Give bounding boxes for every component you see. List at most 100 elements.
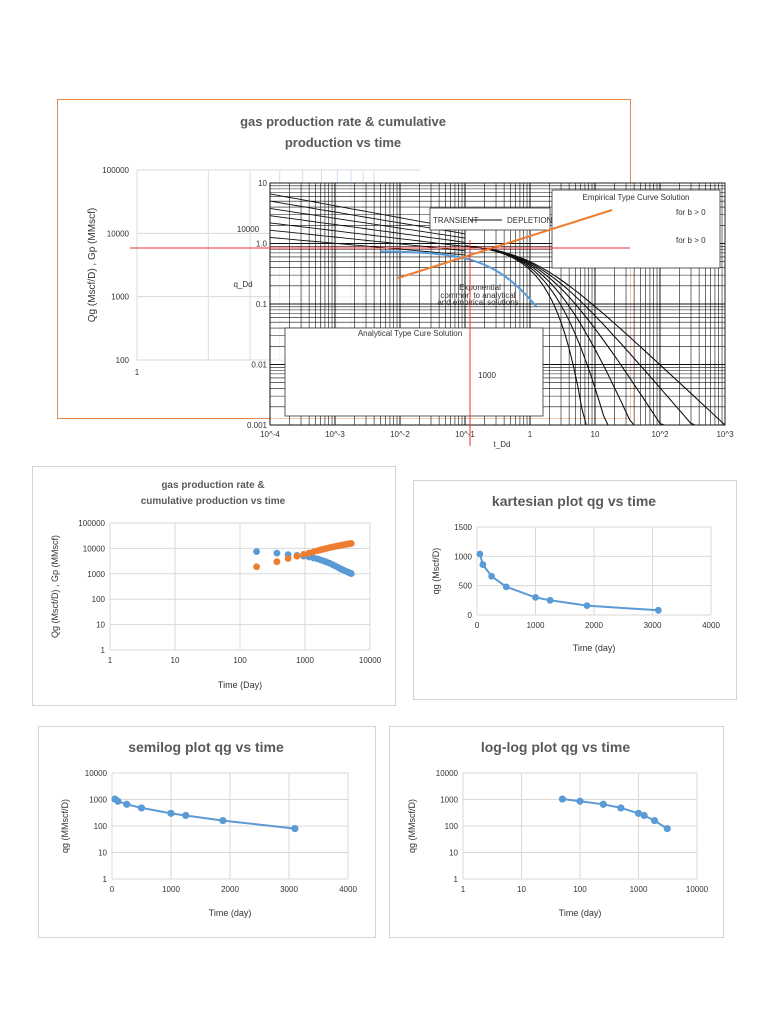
y-tick-label: 1500 (454, 523, 472, 532)
series-line (114, 798, 296, 830)
overlay-x-tick-label: 10 (591, 430, 600, 439)
overlay-y-tick-label: 10 (258, 179, 267, 188)
data-point (291, 824, 299, 833)
empirical-condition: for b > 0 (676, 208, 706, 217)
gas-rate-cum-panel (32, 466, 396, 706)
y-tick-label: 100 (445, 822, 459, 831)
data-point (347, 540, 355, 547)
analytical-title: Analytical Type Cure Solution (358, 329, 462, 338)
common-label: and empirical solutions (437, 298, 518, 307)
x-tick-label: 1 (108, 656, 113, 665)
y-axis-label: qg (MMscf/D) (407, 799, 417, 853)
top-composite-chart: gas production rate & cumulative producti… (87, 114, 734, 449)
x-axis-label: Time (day) (209, 908, 252, 918)
x-tick-label: 3000 (280, 885, 298, 894)
data-point (114, 797, 122, 805)
data-point (634, 809, 643, 817)
data-point (123, 800, 131, 808)
series-line (478, 553, 659, 612)
gas-rate-cum-chart: gas production rate & cumulative producti… (50, 480, 382, 690)
overlay-y-tick-label: 0.01 (251, 361, 267, 370)
x-tick-label: 1000 (630, 885, 648, 894)
y-tick-label: 10000 (83, 544, 106, 553)
data-point (273, 558, 281, 566)
depletion-label: DEPLETION (507, 216, 553, 225)
data-point (273, 549, 281, 557)
overlay-x-label: t_Dd (494, 440, 511, 449)
semilog-chart: semilog plot qg vs time 0 1000 2000 3000 4000… (60, 739, 357, 918)
x-tick-label: 1000 (296, 656, 314, 665)
data-point (182, 811, 190, 820)
overlay-x-tick-label: 10^-3 (325, 430, 345, 439)
chart-title-line: semilog plot qg vs time (128, 739, 284, 755)
cumulative-match-line (397, 209, 613, 279)
data-point (284, 555, 292, 562)
data-point (347, 570, 355, 577)
transient-label: TRANSIENT (433, 216, 478, 225)
data-point (300, 551, 307, 558)
y-tick-label: 100000 (78, 519, 105, 528)
decline-type-curve (464, 245, 726, 426)
loglog-chart: log-log plot qg vs time 1 10 100 1000 10000 1 1… (407, 739, 709, 918)
data-point (167, 809, 175, 817)
empirical-title: Empirical Type Curve Solution (582, 193, 689, 202)
y-axis-label: Qg (Mscf/D) , Gp (MMscf) (50, 535, 60, 638)
y-tick-label: 1000 (454, 552, 472, 561)
y-tick-label: 1000 (440, 796, 458, 805)
empirical-condition: for b > 0 (676, 236, 706, 245)
x-tick-label: 0 (475, 621, 480, 630)
data-point (293, 552, 301, 560)
x-tick-label: 1000 (162, 885, 180, 894)
transient-type-curve (269, 236, 466, 256)
data-point (654, 606, 662, 614)
y-tick-label: 100 (116, 356, 130, 365)
y-tick-label: 10000 (436, 769, 459, 778)
y-tick-label: 100000 (102, 166, 129, 175)
data-point (479, 561, 487, 568)
data-point (599, 800, 607, 808)
data-point (650, 816, 659, 825)
y-tick-label: 500 (459, 582, 473, 591)
y-tick-label: 10 (98, 849, 107, 858)
data-point (558, 795, 566, 803)
overlay-y-tick-label: 0.001 (247, 421, 268, 430)
y-tick-label: 1000 (87, 570, 105, 579)
chart-title-line: gas production rate & (161, 480, 264, 491)
x-tick-label: 10 (171, 656, 180, 665)
x-tick-label: 2000 (221, 885, 239, 894)
x-tick-label: 4000 (339, 885, 357, 894)
chart-title-line: gas production rate & cumulative (240, 114, 446, 129)
semilog-panel (38, 726, 376, 938)
data-point (532, 594, 539, 601)
x-tick-label: 10000 (359, 656, 382, 665)
y-tick-label: 10000 (85, 769, 108, 778)
x-axis-label: Time (Day) (218, 680, 262, 690)
x-tick-label: 1 (461, 885, 466, 894)
x-tick-label: 10000 (686, 885, 709, 894)
overlay-y-tick-label: 1.0 (256, 240, 268, 249)
x-tick-label: 1 (135, 368, 140, 377)
data-point (253, 563, 260, 571)
chart-title-line: production vs time (285, 135, 401, 150)
overlay-x-tick-label: 10^3 (716, 430, 734, 439)
y-axis-label: qg (MMscf/D) (60, 799, 70, 853)
overlay-x-tick-label: 1 (528, 430, 533, 439)
data-point (476, 550, 484, 558)
x-tick-label: 2000 (585, 621, 603, 630)
overlay-y-tick-label: 0.1 (256, 300, 268, 309)
x-tick-label: 1000 (527, 621, 545, 630)
transient-type-curve (269, 229, 466, 252)
chart-title-line: cumulative production vs time (141, 496, 286, 507)
data-point (137, 804, 146, 812)
overlay-annotation: 10000 (237, 225, 260, 234)
x-tick-label: 100 (573, 885, 587, 894)
data-point (663, 824, 671, 833)
chart-title-line: log-log plot qg vs time (481, 739, 631, 755)
data-point (617, 804, 625, 812)
y-tick-label: 10 (96, 621, 105, 630)
transient-type-curve (269, 207, 466, 239)
overlay-x-tick-label: 10^-4 (260, 430, 280, 439)
chart-title-line: kartesian plot qg vs time (492, 493, 656, 509)
y-tick-label: 10000 (107, 229, 130, 238)
x-axis-label: Time (day) (573, 643, 616, 653)
